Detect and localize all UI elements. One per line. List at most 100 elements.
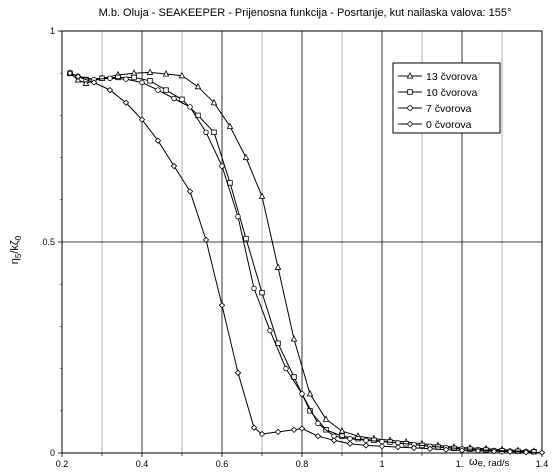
series-3: [66, 70, 546, 456]
data-point: [123, 76, 129, 82]
y-axis-ticks: 00.51: [42, 26, 62, 458]
data-point: [170, 162, 178, 170]
data-point: [522, 448, 530, 456]
data-point: [187, 104, 193, 110]
legend-marker: [406, 120, 414, 128]
data-point: [339, 433, 345, 439]
x-axis-label: ωe, rad/s: [469, 456, 510, 469]
data-point: [131, 74, 137, 81]
data-point: [242, 153, 250, 161]
y-label-mid: /kζ: [9, 240, 21, 254]
legend-entry: 0 čvorova: [398, 119, 472, 131]
data-point: [251, 285, 257, 292]
data-point: [226, 122, 234, 129]
legend-label: 0 čvorova: [426, 119, 472, 131]
data-point: [298, 425, 306, 432]
data-point: [82, 79, 90, 86]
data-point: [378, 443, 386, 450]
data-point: [274, 428, 282, 436]
data-point: [490, 448, 498, 455]
data-point: [211, 129, 217, 135]
data-point: [322, 415, 330, 422]
data-point: [202, 236, 210, 244]
data-point: [306, 389, 314, 397]
x-tick-label: 0.8: [296, 459, 309, 469]
data-point: [394, 443, 402, 451]
legend: 13 čvorova 10 čvorova 7 čvorova 0 čvorova: [392, 62, 501, 134]
data-point: [346, 440, 354, 447]
data-point: [234, 369, 242, 376]
x-tick-label: 1: [379, 459, 384, 469]
data-point: [243, 235, 249, 242]
data-point: [290, 335, 298, 342]
data-point: [154, 137, 162, 144]
chart-title: M.b. Oluja - SEAKEEPER - Prijenosna funk…: [99, 7, 512, 19]
data-point: [250, 424, 258, 431]
data-point: [146, 68, 154, 75]
data-point: [426, 445, 434, 452]
data-point: [259, 289, 265, 296]
data-point: [258, 430, 266, 438]
x-tick-label: 0.2: [56, 459, 69, 469]
data-point: [355, 435, 361, 442]
legend-marker: [406, 72, 414, 79]
data-point: [531, 449, 537, 455]
data-point: [139, 79, 145, 86]
data-point: [106, 86, 114, 94]
data-point: [330, 437, 338, 444]
data-point: [442, 446, 450, 453]
data-point: [314, 432, 322, 440]
data-point: [299, 391, 305, 397]
legend-label: 7 čvorova: [426, 103, 472, 115]
data-point: [347, 435, 353, 442]
legend-label: 13 čvorova: [426, 71, 478, 83]
data-point: [194, 82, 202, 90]
data-point: [315, 420, 321, 427]
data-point: [227, 180, 233, 186]
x-tick-label: 1.4: [536, 459, 549, 469]
data-point: [474, 447, 482, 455]
x-tick-label: 1.2: [456, 459, 469, 469]
data-point: [74, 73, 82, 80]
legend-entry: 13 čvorova: [398, 71, 478, 83]
data-point: [362, 442, 370, 449]
y-tick-label: 0: [50, 448, 55, 458]
data-point: [99, 75, 105, 81]
data-point: [147, 78, 153, 84]
data-point: [138, 116, 146, 123]
data-point: [267, 327, 273, 334]
data-point: [203, 129, 209, 135]
data-point: [219, 163, 225, 169]
y-label-main: η: [9, 258, 21, 264]
data-point: [122, 99, 130, 106]
data-point: [66, 70, 74, 77]
data-point: [115, 74, 121, 81]
data-point: [538, 449, 546, 456]
data-point: [179, 96, 185, 103]
x-label-main: ω: [469, 456, 478, 468]
legend-label: 10 čvorova: [426, 87, 478, 99]
data-point: [235, 213, 241, 220]
data-point: [274, 263, 282, 270]
y-tick-label: 0.5: [42, 237, 55, 247]
data-point: [107, 75, 113, 81]
y-label-sub2: 0: [14, 235, 23, 240]
data-point: [283, 365, 289, 372]
data-point: [178, 71, 186, 79]
data-point: [258, 192, 266, 199]
series-layer: [66, 68, 546, 456]
y-axis-label: η5/kζ0: [9, 235, 23, 264]
x-label-background: [464, 455, 528, 469]
data-point: [290, 426, 298, 433]
legend-entry: 10 čvorova: [398, 87, 478, 99]
data-point: [90, 79, 98, 86]
data-point: [155, 87, 161, 93]
data-point: [171, 95, 177, 102]
data-point: [210, 98, 218, 106]
legend-entry: 7 čvorova: [398, 103, 472, 115]
data-point: [458, 447, 466, 454]
data-point: [363, 437, 369, 444]
data-point: [338, 427, 346, 434]
x-tick-label: 0.6: [216, 459, 229, 469]
